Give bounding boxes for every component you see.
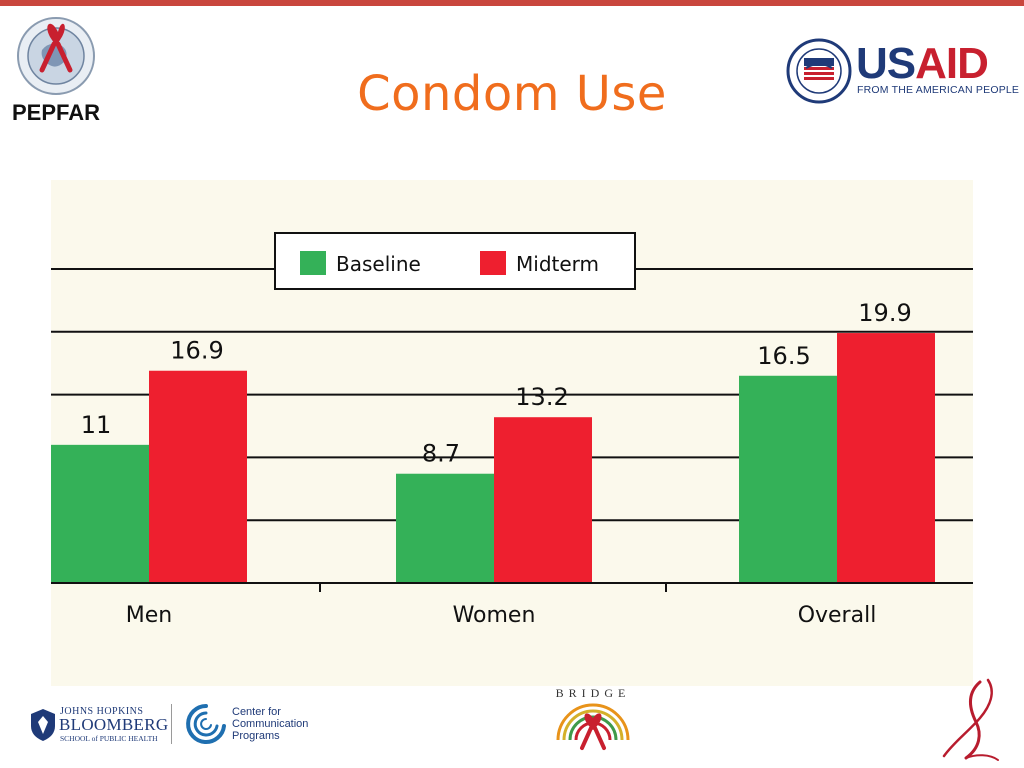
bar-baseline-women [396,473,494,583]
data-label-midterm-overall: 19.9 [858,299,911,327]
x-tick-label-men: Men [126,603,172,628]
usaid-wordmark: USAID [856,39,989,88]
jhu-bloomberg-logo: JOHNS HOPKINS BLOOMBERG SCHOOL of PUBLIC… [28,702,168,746]
legend-box [274,232,636,290]
jhu-line-3: SCHOOL of PUBLIC HEALTH [60,734,158,743]
usaid-logo: USAID FROM THE AMERICAN PEOPLE [786,38,1019,108]
x-tick-labels: Men Women Overall [126,603,877,628]
legend: Baseline Midterm [274,232,636,290]
data-label-baseline-overall: 16.5 [757,342,810,370]
legend-label-midterm: Midterm [516,252,599,276]
bar-midterm-overall [837,333,935,583]
x-tick-label-overall: Overall [798,603,877,628]
pepfar-wordmark: PEPFAR [11,100,101,125]
usaid-seal-icon [786,38,852,104]
ccp-text: Center for Communication Programs [232,706,308,742]
bridge-wordmark: BRIDGE [555,686,631,700]
bridge-sunburst-ribbon-icon [556,703,630,750]
bar-labels: 11 16.9 8.7 13.2 16.5 19.9 [81,299,912,468]
pepfar-logo: PEPFAR [6,10,106,125]
x-tick-label-women: Women [453,603,536,628]
jhu-shield-icon [31,709,55,741]
ccp-line-2: Communication [232,718,309,730]
usaid-tagline: FROM THE AMERICAN PEOPLE [857,84,1020,96]
data-label-midterm-men: 16.9 [170,337,223,365]
legend-swatch-baseline [300,251,326,275]
data-label-baseline-men: 11 [81,411,112,439]
red-ribbon-icon [942,678,999,761]
ccp-logo: Center for Communication Programs [184,700,324,748]
bar-baseline-overall [739,375,837,583]
x-ticks [319,583,667,592]
bar-midterm-men [149,370,247,583]
footer-separator [171,704,172,744]
bridge-logo: BRIDGE [548,686,638,752]
legend-swatch-midterm [480,251,506,275]
bar-midterm-women [494,417,592,583]
ccp-line-3: Programs [232,730,280,742]
data-label-baseline-women: 8.7 [422,440,460,468]
legend-label-baseline: Baseline [336,252,421,276]
jhu-line-1: JOHNS HOPKINS [60,706,144,717]
bars [51,333,935,583]
data-label-midterm-women: 13.2 [515,383,568,411]
bar-baseline-men [51,444,149,583]
slide-title: Condom Use [357,66,667,122]
ccp-line-1: Center for [232,706,281,718]
top-rule [0,0,1024,6]
ccp-swirl-icon [186,704,226,744]
jhu-line-2: BLOOMBERG [59,715,169,734]
globe-ribbon-icon [17,17,95,95]
